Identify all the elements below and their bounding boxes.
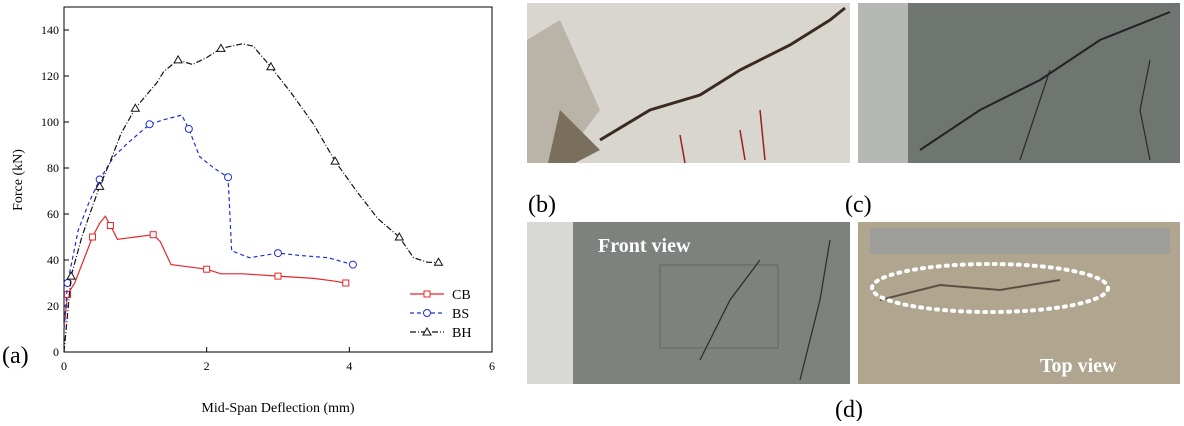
photo-c	[858, 3, 1180, 163]
plot-frame	[64, 7, 492, 352]
x-axis-label: Mid-Span Deflection (mm)	[201, 401, 355, 416]
panel-label: (d)	[835, 397, 863, 421]
legend-marker	[424, 291, 430, 297]
series-line	[64, 44, 439, 352]
y-tick-label: 0	[53, 345, 59, 359]
point	[174, 56, 182, 63]
legend-label: BS	[452, 307, 469, 322]
x-tick-label: 2	[204, 359, 210, 373]
x-tick-label: 6	[489, 359, 495, 373]
point	[146, 121, 153, 128]
y-axis-label: Force (kN)	[11, 149, 26, 211]
photo-b	[527, 3, 850, 163]
point	[225, 174, 232, 181]
y-tick-label: 60	[47, 207, 59, 221]
photo-caption: Front view	[598, 235, 691, 257]
point	[185, 125, 192, 132]
y-tick-label: 20	[47, 299, 59, 313]
point	[67, 272, 75, 279]
photo-top	[858, 222, 1180, 384]
photo-caption: Top view	[1040, 355, 1117, 377]
point	[267, 63, 275, 70]
legend-label: CB	[452, 288, 471, 303]
legend-label: BH	[452, 326, 471, 341]
point	[204, 266, 210, 272]
point	[275, 250, 282, 257]
point	[107, 223, 113, 229]
y-tick-label: 40	[47, 253, 59, 267]
point	[275, 273, 281, 279]
point	[343, 280, 349, 286]
y-tick-label: 120	[41, 69, 59, 83]
point	[217, 44, 225, 51]
point	[331, 157, 339, 164]
point	[90, 234, 96, 240]
point	[131, 104, 139, 111]
legend-marker	[424, 310, 431, 317]
point	[349, 261, 356, 268]
panel-label: (a)	[2, 343, 29, 369]
x-tick-label: 0	[61, 359, 67, 373]
x-tick-label: 4	[346, 359, 352, 373]
panel-label: (b)	[528, 192, 556, 218]
figure: Front view Top view (a) (b) (c) (d) Mid-…	[0, 0, 1184, 421]
point	[435, 258, 443, 265]
panel-label: (c)	[845, 192, 872, 218]
y-tick-label: 100	[41, 115, 59, 129]
y-tick-label: 140	[41, 23, 59, 37]
point	[150, 232, 156, 238]
y-tick-label: 80	[47, 161, 59, 175]
